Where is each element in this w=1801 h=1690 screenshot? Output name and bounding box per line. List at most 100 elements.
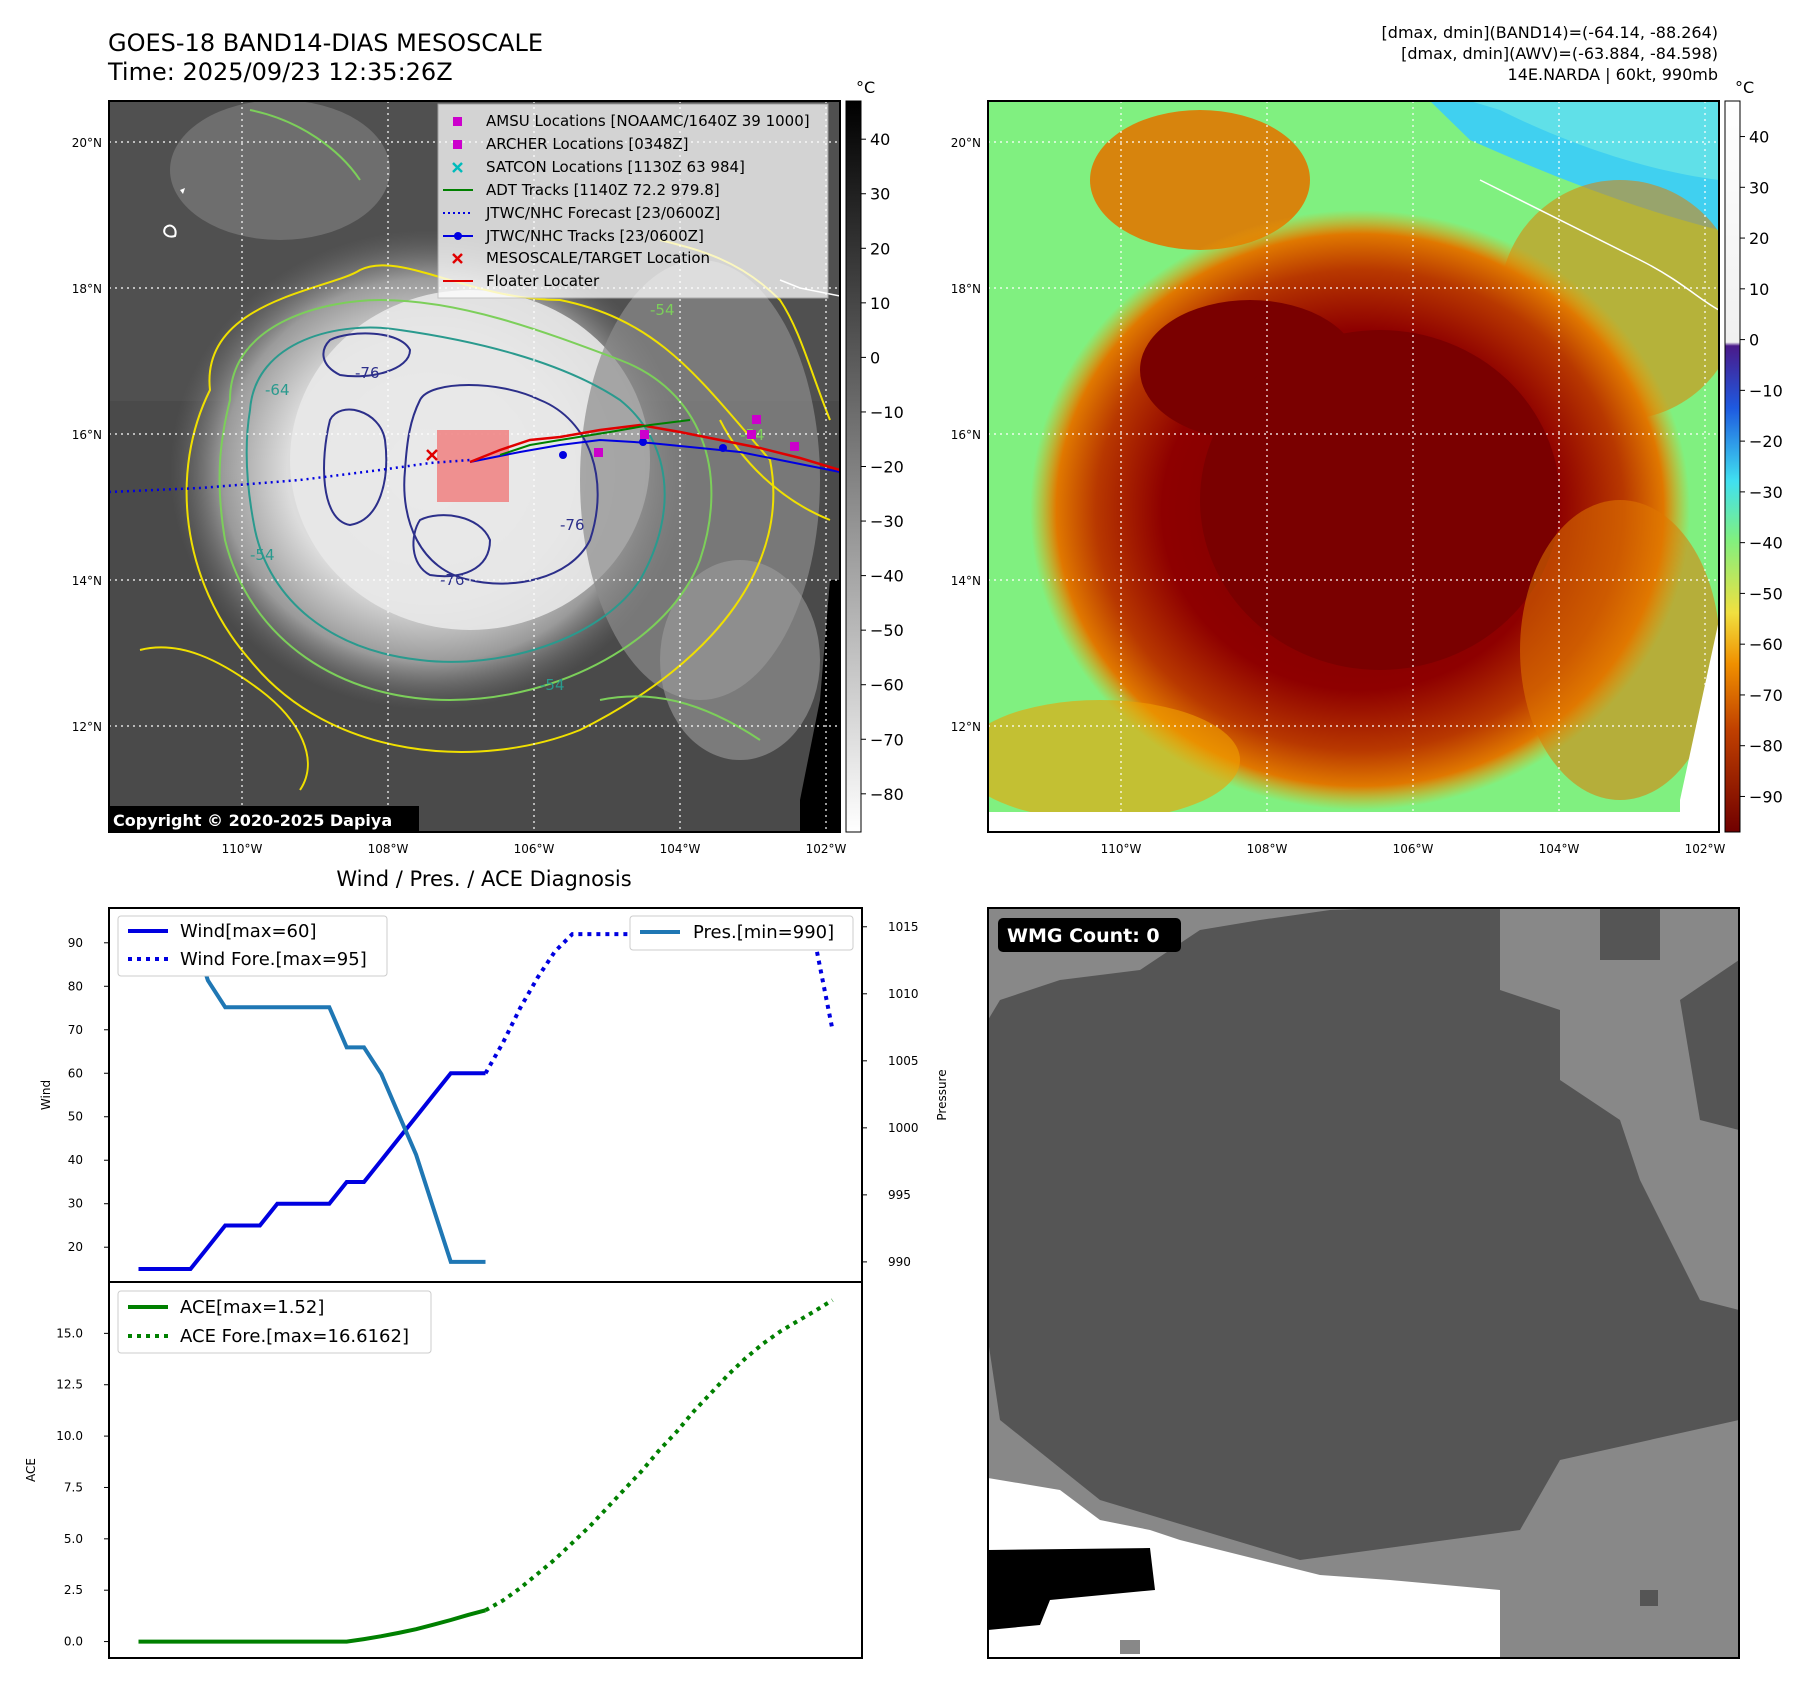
wind-tick-label: 60	[68, 1066, 83, 1080]
colorbar-tick-label: −70	[870, 730, 904, 749]
legend-item: JTWC/NHC Tracks [23/0600Z]	[485, 227, 704, 245]
pressure-tick-label: 1005	[888, 1054, 919, 1068]
contour-label: -76	[560, 516, 585, 534]
map-legend: AMSU Locations [NOAAMC/1640Z 39 1000] AR…	[437, 103, 829, 299]
wmg-count-label: WMG Count: 0	[1007, 925, 1160, 947]
svg-text:104°W: 104°W	[660, 842, 701, 856]
ir-map-panel: -76 -64 -76 -76 -54 -54 -54 -54	[109, 101, 840, 832]
ir-map-lat-labels: 20°N 18°N 16°N 14°N 12°N	[72, 136, 102, 734]
colorbar-tick-label: 0	[870, 348, 880, 367]
blue-line-dot-icon	[443, 232, 473, 240]
colorbar-tick-label: 0	[1749, 331, 1759, 350]
stats-band14: [dmax, dmin](BAND14)=(-64.14, -88.264)	[1382, 23, 1718, 42]
svg-text:16°N: 16°N	[72, 428, 102, 442]
jtwc-track	[469, 438, 840, 473]
colorbar-tick-label: −50	[870, 621, 904, 640]
colorbar-tick-label: −70	[1749, 686, 1783, 705]
legend-ace-forecast: ACE Fore.[max=16.6162]	[180, 1326, 409, 1347]
awv-map-panel	[988, 101, 1719, 832]
colorbar-tick-label: 20	[870, 239, 890, 258]
awv-colorbar: °C 40 30 20 10 0 −10 −20 −30 −40 −50 −60 −70 −80 −90	[1724, 78, 1783, 833]
colorbar-tick-label: −60	[870, 676, 904, 695]
legend-item: ARCHER Locations [0348Z]	[486, 135, 689, 153]
svg-text:102°W: 102°W	[806, 842, 847, 856]
magenta-square-icon	[453, 140, 462, 149]
contour-label: -54	[650, 301, 675, 319]
ace-chart: 0.0 2.5 5.0 7.5 10.0 12.5 15.0 ACE[max=1.52] A…	[24, 1281, 863, 1659]
ace-forecast-line	[484, 1298, 834, 1613]
ace-tick-label: 12.5	[56, 1378, 83, 1392]
wind-legend: Wind[max=60] Wind Fore.[max=95]	[117, 915, 388, 977]
figure-time: Time: 2025/09/23 12:35:26Z	[107, 58, 453, 86]
legend-wind: Wind[max=60]	[180, 921, 317, 942]
legend-item: MESOSCALE/TARGET Location	[486, 249, 710, 267]
wind-pressure-chart: 20 30 40 50 60 70 80 90 990 995 1000 1005 1010 1015 W…	[39, 907, 949, 1283]
wind-tick-label: 20	[68, 1240, 83, 1254]
colorbar-tick-label: −10	[870, 403, 904, 422]
pressure-legend: Pres.[min=990]	[629, 915, 854, 951]
colorbar-tick-label: −40	[870, 567, 904, 586]
contour-label: -54	[540, 676, 565, 694]
pressure-axis-label: Pressure	[935, 1069, 949, 1120]
colorbar-tick-label: −30	[1749, 483, 1783, 502]
legend-item: Floater Locater	[486, 272, 600, 290]
colorbar-tick-label: −20	[1749, 432, 1783, 451]
ace-tick-label: 5.0	[64, 1532, 83, 1546]
chart-title: Wind / Pres. / ACE Diagnosis	[336, 867, 631, 891]
svg-text:110°W: 110°W	[222, 842, 263, 856]
svg-text:14°N: 14°N	[951, 574, 981, 588]
svg-text:14°N: 14°N	[72, 574, 102, 588]
wind-forecast-line	[483, 919, 835, 1075]
colorbar-tick-label: 40	[1749, 128, 1769, 147]
colorbar-tick-label: −50	[1749, 584, 1783, 603]
ace-tick-label: 10.0	[56, 1429, 83, 1443]
colorbar-tick-label: 30	[870, 185, 890, 204]
ir-colorbar: °C 40 30 20 10 0 −10 −20 −30 −40 −50 −60 −70 −80	[845, 78, 904, 833]
wind-tick-label: 40	[68, 1153, 83, 1167]
stats-storm: 14E.NARDA | 60kt, 990mb	[1508, 65, 1718, 84]
colorbar-tick-label: 10	[1749, 280, 1769, 299]
awv-map-frame	[987, 100, 1720, 833]
colorbar-tick-label: 20	[1749, 229, 1769, 248]
legend-item: SATCON Locations [1130Z 63 984]	[486, 158, 745, 176]
awv-map-lat-labels: 20°N 18°N 16°N 14°N 12°N	[951, 136, 981, 734]
svg-text:108°W: 108°W	[1247, 842, 1288, 856]
pressure-tick-label: 1015	[888, 920, 919, 934]
ace-line	[138, 1608, 487, 1644]
wind-tick-label: 80	[68, 979, 83, 993]
contour-label: -64	[265, 381, 290, 399]
legend-pressure: Pres.[min=990]	[693, 922, 834, 943]
cyan-x-icon	[452, 162, 463, 173]
pressure-tick-label: 990	[888, 1255, 911, 1269]
wind-tick-label: 30	[68, 1197, 83, 1211]
colorbar-tick-label: 10	[870, 294, 890, 313]
legend-wind-forecast: Wind Fore.[max=95]	[180, 949, 367, 970]
legend-item: ADT Tracks [1140Z 72.2 979.8]	[486, 181, 720, 199]
svg-text:12°N: 12°N	[951, 720, 981, 734]
svg-text:18°N: 18°N	[951, 282, 981, 296]
ace-legend: ACE[max=1.52] ACE Fore.[max=16.6162]	[117, 1290, 432, 1354]
wind-tick-label: 70	[68, 1023, 83, 1037]
stats-awv: [dmax, dmin](AWV)=(-63.884, -84.598)	[1401, 44, 1718, 63]
colorbar-tick-label: 30	[1749, 178, 1769, 197]
wmg-count-badge	[998, 918, 1181, 952]
svg-text:104°W: 104°W	[1539, 842, 1580, 856]
svg-text:°C: °C	[856, 78, 875, 97]
svg-text:20°N: 20°N	[951, 136, 981, 150]
wind-line	[138, 1071, 486, 1271]
legend-item: JTWC/NHC Forecast [23/0600Z]	[485, 204, 720, 222]
legend-ace: ACE[max=1.52]	[180, 1297, 324, 1318]
colorbar-tick-label: −80	[870, 785, 904, 804]
svg-text:°C: °C	[1735, 78, 1754, 97]
colorbar-tick-label: −30	[870, 512, 904, 531]
svg-text:18°N: 18°N	[72, 282, 102, 296]
red-x-icon	[452, 253, 463, 264]
contour-label: -54	[250, 546, 275, 564]
colorbar-tick-label: −40	[1749, 534, 1783, 553]
target-box	[437, 430, 509, 502]
ace-tick-label: 15.0	[56, 1326, 83, 1340]
contour-label: -76	[355, 364, 380, 382]
pressure-tick-label: 1010	[888, 987, 919, 1001]
adt-track	[499, 419, 691, 456]
